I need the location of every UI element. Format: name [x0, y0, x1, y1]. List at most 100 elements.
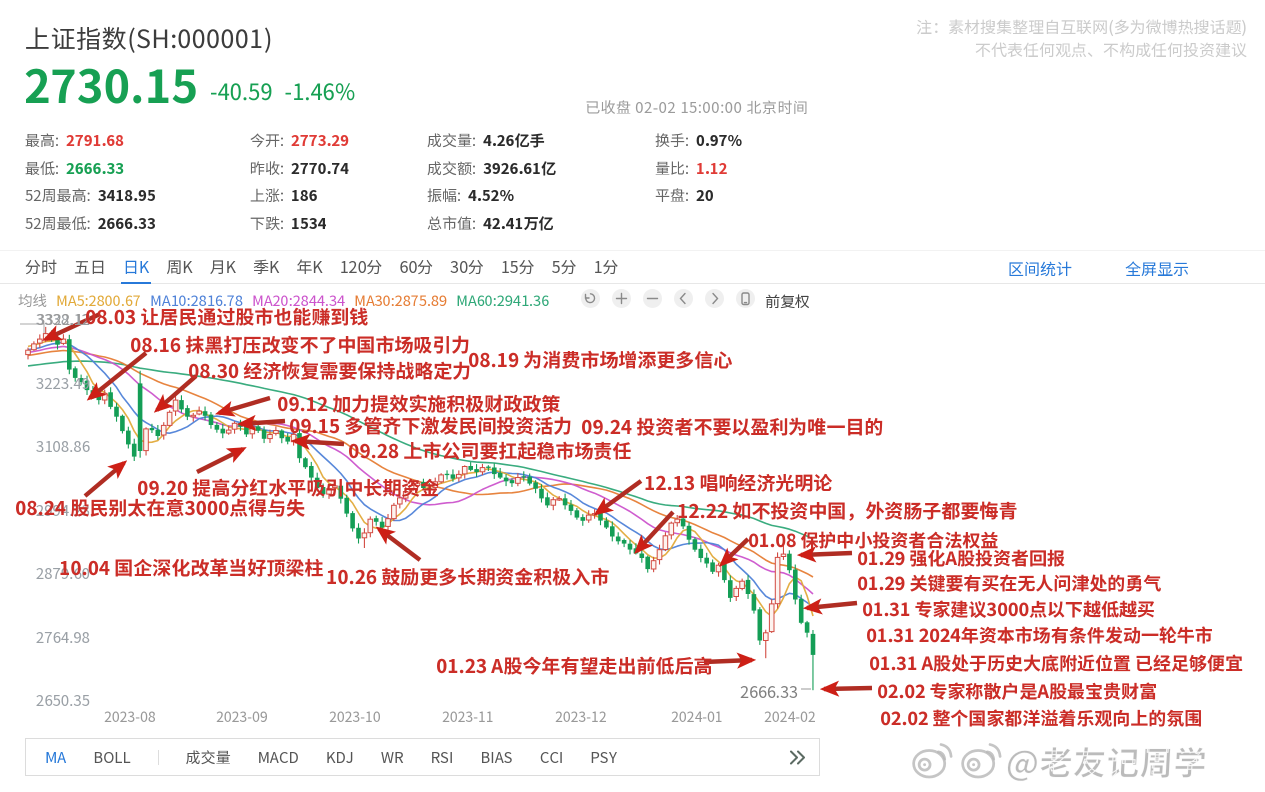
indicator-CCI[interactable]: CCI	[539, 746, 564, 768]
weibo-logo-icon	[912, 743, 953, 779]
annotation-text: 为消费市场增添更多信心	[523, 346, 733, 373]
indicator-BIAS[interactable]: BIAS	[480, 746, 513, 768]
annotation-text: 唱响经济光明论	[699, 469, 833, 496]
annotation-date: 01.29	[857, 570, 906, 596]
stat-label: 最低:	[25, 158, 60, 179]
next-icon[interactable]	[705, 289, 724, 308]
stat-label: 52周最高:	[25, 185, 91, 206]
ma-legend-item: MA5:2800.67	[56, 290, 141, 311]
stat-上涨: 上涨: 186	[250, 185, 318, 206]
annotation-08.19: 08.19 为消费市场增添更多信心	[468, 346, 732, 373]
prev-icon[interactable]	[674, 289, 693, 308]
stat-label: 今开:	[250, 130, 285, 151]
annotation-text: 上市公司要扛起稳市场责任	[403, 437, 632, 464]
stat-value: 2791.68	[66, 130, 125, 151]
expand-indicators-button[interactable]	[789, 750, 806, 765]
annotation-date: 08.30	[188, 357, 240, 384]
tab-季K[interactable]: 季K	[253, 254, 280, 278]
tab-五日[interactable]: 五日	[74, 254, 107, 278]
annotation-date: 02.02	[880, 705, 929, 731]
mobile-icon[interactable]	[736, 289, 755, 308]
y-axis-label: 2764.98	[36, 626, 91, 648]
annotation-text: 国企深化改革当好顶梁柱	[114, 554, 324, 581]
annotation-text: 保护中小投资者合法权益	[800, 527, 999, 553]
annotation-date: 08.16	[130, 331, 182, 358]
stat-换手: 换手: 0.97%	[655, 130, 742, 151]
tab-15分[interactable]: 15分	[500, 254, 535, 278]
indicator-MA[interactable]: MA	[45, 746, 67, 768]
stat-总市值: 总市值: 42.41万亿	[427, 213, 553, 234]
tab-月K[interactable]: 月K	[209, 254, 237, 278]
tab-5分[interactable]: 5分	[551, 254, 577, 278]
annotation-01.29: 01.29 关键要有买在无人问津处的勇气	[857, 570, 1161, 596]
stat-label: 换手:	[655, 130, 690, 151]
stat-value: 2770.74	[291, 158, 350, 179]
weibo-logo-icon	[961, 743, 1002, 779]
disclaimer-note: 注：素材搜集整理自互联网(多为微博热搜话题) 不代表任何观点、不构成任何投资建议	[916, 15, 1247, 61]
annotation-date: 08.24	[15, 494, 67, 521]
annotation-text: 投资者不要以盈利为唯一目的	[636, 413, 884, 440]
tab-action-全屏显示[interactable]: 全屏显示	[1124, 255, 1189, 280]
ma-legend: 均线 MA5:2800.67 MA10:2816.78 MA20:2844.34 MA3…	[18, 290, 549, 311]
tab-120分[interactable]: 120分	[339, 254, 383, 278]
zoom-in-icon[interactable]	[612, 289, 631, 308]
indicator-MACD[interactable]: MACD	[257, 746, 299, 768]
annotation-08.30: 08.30 经济恢复需要保持战略定力	[188, 357, 471, 384]
annotation-date: 09.24	[581, 413, 633, 440]
annotation-date: 08.03	[85, 303, 137, 330]
tab-分时[interactable]: 分时	[25, 254, 58, 278]
indicator-WR[interactable]: WR	[380, 746, 404, 768]
y-axis-label: 2650.35	[36, 690, 91, 712]
annotation-text: 2024年资本市场有条件发动一轮牛市	[918, 622, 1213, 648]
stat-label: 最高:	[25, 130, 60, 151]
annotation-02.02: 02.02 整个国家都洋溢着乐观向上的氛围	[880, 705, 1202, 731]
stat-label: 成交额:	[427, 158, 477, 179]
tab-action-区间统计[interactable]: 区间统计	[1007, 255, 1072, 280]
annotation-text: 让居民通过股市也能赚到钱	[140, 303, 369, 330]
chart-toolbar	[581, 289, 755, 308]
indicator-BOLL[interactable]: BOLL	[93, 746, 131, 768]
annotation-text: 关键要有买在无人问津处的勇气	[909, 570, 1162, 596]
indicator-bar: MA BOLL 成交量 MACD KDJ WR RSI BIAS CCI PSY	[25, 738, 820, 776]
annotation-date: 01.29	[857, 545, 906, 571]
annotation-date: 10.26	[326, 563, 378, 590]
stat-52周最高: 52周最高: 3418.95	[25, 185, 156, 206]
tab-日K[interactable]: 日K	[121, 251, 152, 284]
stat-value: 42.41万亿	[483, 213, 554, 234]
tab-30分[interactable]: 30分	[450, 254, 484, 278]
stat-今开: 今开: 2773.29	[250, 130, 349, 151]
stat-value: 3926.61亿	[483, 158, 557, 179]
y-axis-label: 2879.60	[36, 563, 91, 585]
chart-min-label: 2666.33	[740, 679, 798, 703]
stat-label: 下跌:	[250, 213, 285, 234]
annotation-text: 股民别太在意3000点得与失	[70, 494, 306, 521]
annotation-01.31: 01.31 专家建议3000点以下越低越买	[862, 596, 1155, 622]
indicator-RSI[interactable]: RSI	[430, 746, 454, 768]
indicator-KDJ[interactable]: KDJ	[325, 746, 354, 768]
indicator-成交量[interactable]: 成交量	[185, 746, 231, 768]
stat-label: 总市值:	[427, 213, 477, 234]
stat-value: 20	[696, 185, 714, 206]
zoom-out-icon[interactable]	[643, 289, 662, 308]
price-change: -40.59	[209, 75, 273, 107]
annotation-date: 01.08	[748, 527, 797, 553]
tab-1分[interactable]: 1分	[593, 254, 619, 278]
tab-年K[interactable]: 年K	[296, 254, 323, 278]
indicator-PSY[interactable]: PSY	[590, 746, 617, 768]
stat-label: 成交量:	[427, 130, 477, 151]
tab-周K[interactable]: 周K	[166, 254, 193, 278]
ma-legend-item: MA60:2941.36	[456, 290, 550, 311]
ma-legend-item: MA10:2816.78	[149, 290, 244, 311]
stat-最高: 最高: 2791.68	[25, 130, 124, 151]
x-axis-label: 2023-10	[329, 707, 381, 727]
undo-icon[interactable]	[581, 289, 600, 308]
annotation-text: 整个国家都洋溢着乐观向上的氛围	[932, 705, 1203, 731]
chart-max-label: 3322.13	[37, 309, 92, 330]
adjust-mode-label[interactable]: 前复权	[765, 291, 811, 312]
annotation-text: 抹黑打压改变不了中国市场吸引力	[185, 331, 471, 358]
watermark: @老友记周学	[908, 737, 1209, 786]
annotation-10.26: 10.26 鼓励更多长期资金积极入市	[326, 563, 609, 590]
annotation-date: 02.02	[877, 678, 926, 704]
tab-60分[interactable]: 60分	[399, 254, 434, 278]
annotation-date: 01.23	[436, 652, 488, 679]
